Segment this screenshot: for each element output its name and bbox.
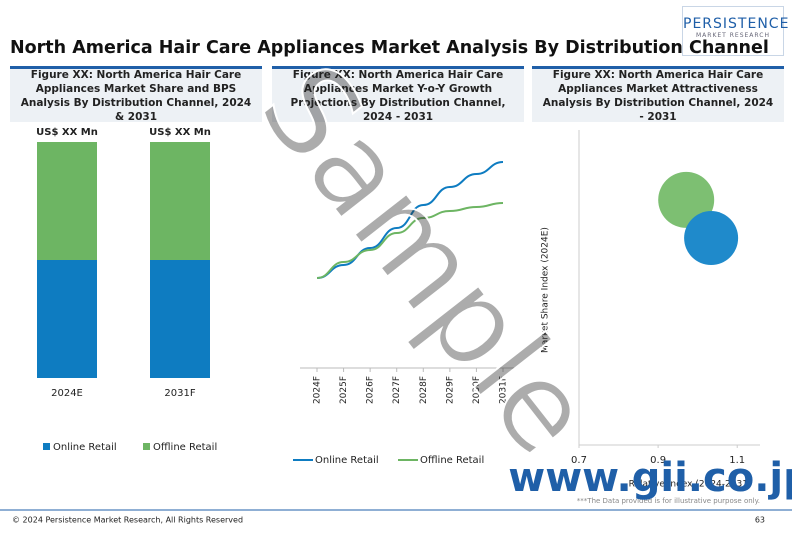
note: ***The Data provided is for illustrative… bbox=[577, 497, 760, 505]
legend-label: Offline Retail bbox=[420, 455, 484, 466]
logo-tagline: MARKET RESEARCH bbox=[696, 32, 770, 39]
x-tick-label: 2031F bbox=[499, 376, 509, 404]
legend-label: Online Retail bbox=[53, 442, 117, 453]
x-tick-label: 2024E bbox=[51, 388, 83, 399]
x-tick-label: 2026F bbox=[366, 376, 376, 404]
footer-copyright: © 2024 Persistence Market Research, All … bbox=[12, 516, 243, 525]
x-tick-label: 2025F bbox=[339, 376, 349, 404]
panel-title: Figure XX: North America Hair Care Appli… bbox=[532, 66, 784, 123]
x-tick-label: 0.9 bbox=[650, 455, 666, 466]
logo: PERSISTENCE MARKET RESEARCH bbox=[682, 6, 790, 56]
legend-swatch bbox=[43, 443, 50, 450]
legend-label: Online Retail bbox=[315, 455, 379, 466]
y-axis-label: Market Share Index (2024E) bbox=[541, 227, 551, 353]
x-tick-label: 2031F bbox=[164, 388, 195, 399]
x-tick-label: 2030F bbox=[472, 376, 482, 404]
bar-segment bbox=[37, 142, 97, 260]
line bbox=[316, 161, 504, 279]
legend-swatch bbox=[143, 443, 150, 450]
x-tick-label: 0.7 bbox=[571, 455, 587, 466]
bar-segment bbox=[150, 142, 210, 260]
page-number: 63 bbox=[755, 516, 765, 525]
bubble bbox=[684, 211, 739, 266]
bar-annotation: US$ XX Mn bbox=[36, 127, 98, 138]
x-tick-label: 2028F bbox=[419, 376, 429, 404]
x-tick-label: 1.1 bbox=[729, 455, 745, 466]
x-tick-label: 2027F bbox=[392, 376, 402, 404]
x-tick-label: 2024F bbox=[313, 376, 323, 404]
bar-annotation: US$ XX Mn bbox=[149, 127, 211, 138]
line bbox=[316, 202, 504, 279]
panel-title: Figure XX: North America Hair Care Appli… bbox=[10, 66, 262, 123]
page-title: North America Hair Care Appliances Marke… bbox=[10, 38, 769, 58]
x-axis-label: Relative Index (2024-2031) bbox=[629, 480, 752, 490]
bar-segment bbox=[37, 260, 97, 378]
logo-name: PERSISTENCE bbox=[683, 16, 790, 32]
legend-label: Offline Retail bbox=[153, 442, 217, 453]
x-tick-label: 2029F bbox=[445, 376, 455, 404]
panel-title: Figure XX: North America Hair Care Appli… bbox=[272, 66, 524, 123]
bar-segment bbox=[150, 260, 210, 378]
